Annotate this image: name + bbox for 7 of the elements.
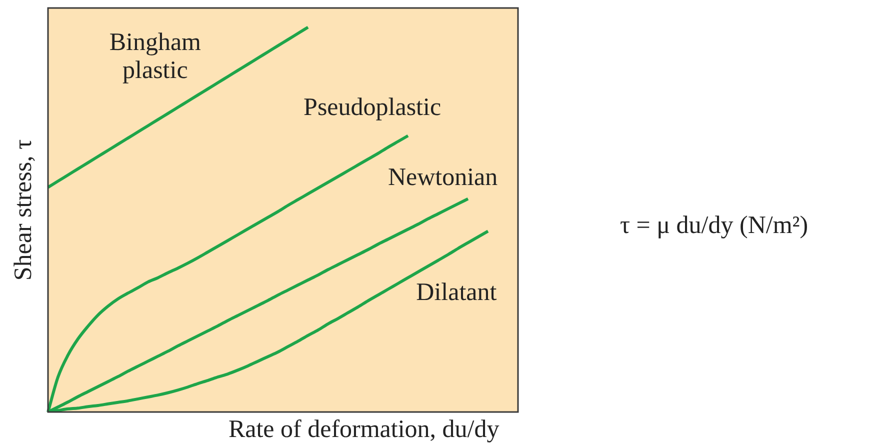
series-label: Pseudoplastic: [304, 94, 442, 122]
text: τ = μ du/dy (N/m²): [620, 212, 808, 240]
x-axis-title: Rate of deformation, du/dy: [228, 416, 500, 443]
series-label: Bingham plastic: [109, 29, 202, 84]
y-axis-title: Shear stress, τ: [10, 139, 37, 281]
series-label: Newtonian: [388, 164, 498, 191]
series-label: Dilatant: [416, 279, 497, 306]
